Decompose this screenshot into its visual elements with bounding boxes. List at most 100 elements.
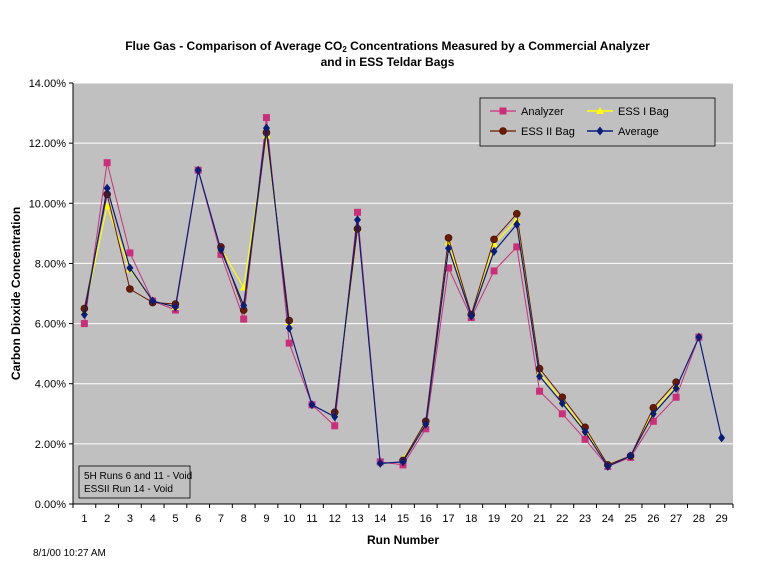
- data-point-analyzer: [103, 159, 111, 167]
- x-tick-label: 9: [263, 513, 269, 525]
- gridlines: [73, 82, 733, 445]
- y-axis-ticks: 0.00% 2.00% 4.00% 6.00% 8.00% 10.00% 12.00% 14.…: [29, 78, 73, 511]
- data-point-average: [513, 219, 521, 229]
- data-point-average: [308, 400, 316, 410]
- x-tick-label: 16: [420, 513, 432, 525]
- plot-area: [73, 83, 733, 504]
- data-point-average: [558, 398, 566, 408]
- data-point-average: [262, 123, 270, 133]
- data-point-average: [171, 302, 179, 312]
- legend: Analyzer ESS I Bag ESS II Bag Average: [479, 97, 716, 147]
- x-axis-title: Run Number: [367, 533, 439, 547]
- legend-label-ess-i-bag: ESS I Bag: [618, 106, 669, 118]
- x-tick-label: 25: [624, 513, 636, 525]
- data-point-average: [126, 263, 134, 273]
- x-tick-label: 22: [556, 513, 568, 525]
- series-group: [80, 114, 726, 471]
- data-point-average: [331, 412, 339, 422]
- data-point-average: [581, 427, 589, 437]
- data-point-average: [217, 245, 225, 255]
- data-point-ess-ii-bag: [490, 235, 498, 244]
- x-tick-label: 2: [104, 513, 110, 525]
- y-tick-label: 12.00%: [29, 138, 67, 150]
- data-point-analyzer: [558, 410, 566, 418]
- legend-label-average: Average: [618, 126, 659, 138]
- data-point-analyzer: [581, 435, 589, 443]
- x-tick-label: 21: [533, 513, 545, 525]
- x-tick-label: 20: [511, 513, 523, 525]
- x-tick-label: 24: [602, 513, 614, 525]
- y-tick-label: 10.00%: [29, 198, 67, 210]
- x-tick-label: 26: [647, 513, 659, 525]
- data-point-average: [627, 451, 635, 461]
- data-point-analyzer: [649, 417, 657, 425]
- y-axis-title: Carbon Dioxide Concentration: [9, 207, 23, 380]
- y-tick-label: 6.00%: [35, 319, 66, 331]
- x-tick-label: 7: [218, 513, 224, 525]
- axes: [72, 83, 733, 505]
- data-point-average: [149, 296, 157, 306]
- legend-marker-average: [596, 126, 604, 136]
- y-tick-label: 2.00%: [35, 439, 66, 451]
- x-tick-label: 18: [465, 513, 477, 525]
- data-point-average: [285, 323, 293, 333]
- x-tick-label: 8: [241, 513, 247, 525]
- x-tick-label: 15: [397, 513, 409, 525]
- x-tick-label: 28: [693, 513, 705, 525]
- data-point-average: [649, 409, 657, 419]
- data-point-ess-ii-bag: [126, 285, 134, 293]
- data-point-average: [353, 215, 361, 225]
- legend-marker-ess-ii-bag: [499, 127, 507, 135]
- x-tick-label: 17: [442, 513, 454, 525]
- data-point-average: [672, 383, 680, 393]
- data-point-analyzer: [513, 243, 521, 251]
- x-tick-label: 11: [306, 513, 317, 525]
- x-tick-label: 14: [374, 513, 386, 525]
- data-point-analyzer: [217, 250, 225, 258]
- data-point-analyzer: [331, 422, 339, 430]
- data-point-analyzer: [240, 315, 248, 323]
- data-point-analyzer: [490, 267, 498, 275]
- void-note-box: 5H Runs 6 and 11 - Void ESSII Run 14 - Vo…: [78, 465, 192, 499]
- x-tick-label: 6: [195, 513, 201, 525]
- legend-marker-analyzer: [499, 107, 507, 115]
- data-point-analyzer: [80, 320, 88, 328]
- data-point-average: [604, 461, 612, 471]
- x-tick-label: 4: [150, 513, 156, 525]
- timestamp: 8/1/00 10:27 AM: [33, 548, 106, 559]
- data-point-ess-ii-bag: [535, 364, 544, 373]
- data-point-ess-i-bag: [103, 202, 112, 210]
- x-tick-label: 19: [488, 513, 500, 525]
- data-point-average: [194, 165, 202, 175]
- y-tick-label: 8.00%: [35, 258, 66, 270]
- x-tick-label: 3: [127, 513, 133, 525]
- data-point-analyzer: [536, 387, 544, 395]
- data-point-analyzer: [353, 208, 361, 216]
- x-tick-label: 13: [351, 513, 363, 525]
- x-tick-label: 1: [81, 513, 87, 525]
- data-point-average: [376, 458, 384, 468]
- y-tick-label: 0.00%: [35, 499, 66, 511]
- x-axis-ticks: 1 2 3 4 5 6 7 8 9 10 11 12 13 14 15 16 17 18 19 20 21 22 23 24 2…: [72, 504, 734, 525]
- y-tick-label: 4.00%: [35, 379, 66, 391]
- x-tick-label: 10: [283, 513, 295, 525]
- data-point-analyzer: [262, 114, 270, 122]
- note-line: ESSII Run 14 - Void: [84, 484, 173, 495]
- x-tick-label: 23: [579, 513, 591, 525]
- x-tick-label: 27: [670, 513, 682, 525]
- data-point-average: [399, 457, 407, 467]
- data-point-analyzer: [126, 249, 134, 257]
- legend-marker-ess-i-bag: [596, 107, 604, 114]
- legend-box: [479, 97, 716, 147]
- data-point-average: [422, 419, 430, 429]
- series-average: [80, 123, 726, 471]
- x-tick-label: 29: [715, 513, 727, 525]
- data-point-analyzer: [285, 339, 293, 347]
- x-tick-label: 5: [172, 513, 178, 525]
- data-point-ess-ii-bag: [444, 234, 453, 242]
- chart-title-line2: and in ESS Teldar Bags: [320, 55, 455, 69]
- data-point-average: [490, 246, 498, 256]
- data-point-ess-ii-bag: [512, 210, 521, 218]
